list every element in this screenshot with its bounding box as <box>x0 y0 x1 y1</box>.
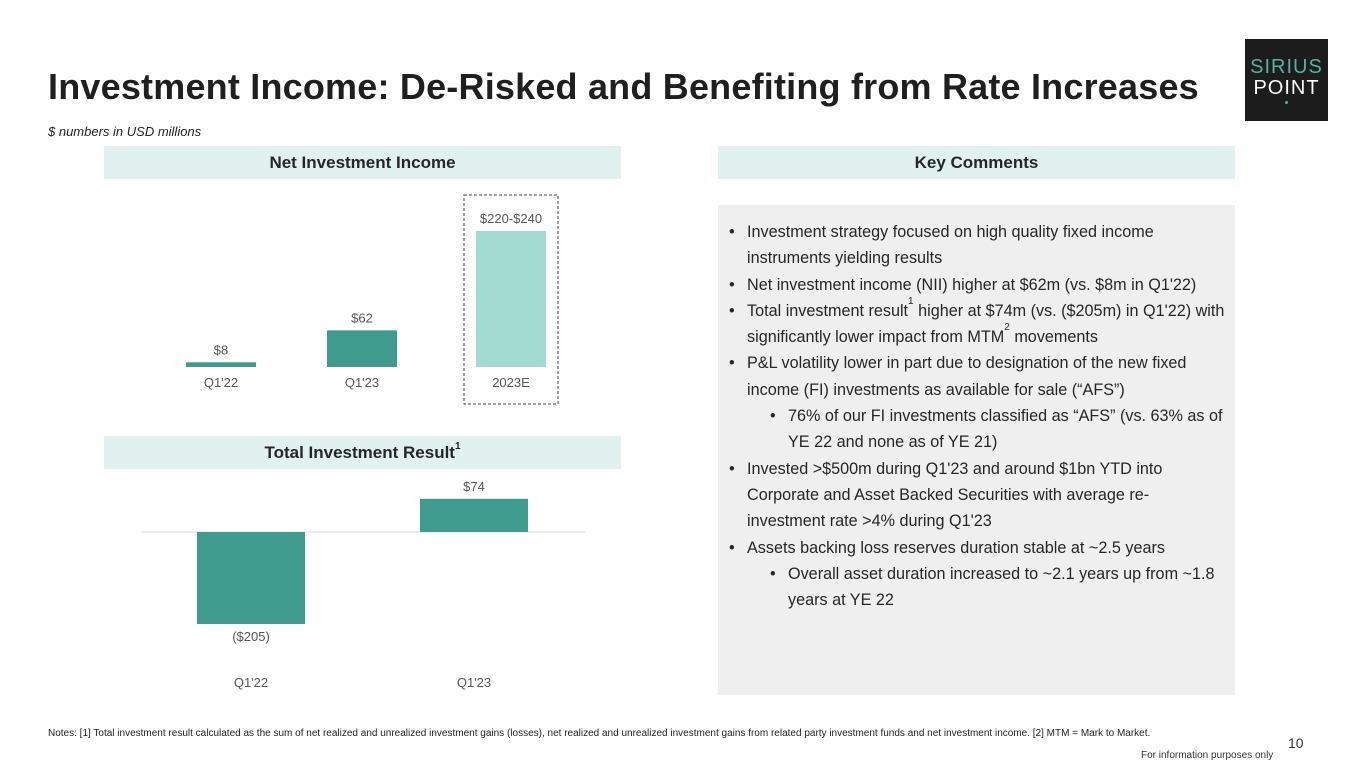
comment-text-part: movements <box>1009 328 1098 347</box>
logo-text-top: SIRIUS <box>1250 55 1323 78</box>
slide-title: Investment Income: De-Risked and Benefit… <box>48 66 1199 107</box>
bar-q1-23 <box>327 330 397 367</box>
tir-header-footnote: 1 <box>454 441 461 452</box>
logo-text-bottom: POINT <box>1253 76 1320 99</box>
key-comments-header: Key Comments <box>718 146 1235 179</box>
comment-item: Net investment income (NII) higher at $6… <box>728 272 1225 299</box>
bar-q1-22 <box>197 532 305 624</box>
bar-2023e <box>476 231 546 367</box>
comment-item: Invested >$500m during Q1'23 and around … <box>728 456 1225 535</box>
comment-subitem: 76% of our FI investments classified as … <box>769 403 1225 456</box>
tir-panel-header: Total Investment Result 1 <box>104 436 621 469</box>
tick-label-q1-22: Q1'22 <box>204 375 238 390</box>
comment-text-part: Total investment result <box>747 301 909 320</box>
data-label-q1-22: ($205) <box>232 629 270 644</box>
comment-item: P&L volatility lower in part due to desi… <box>728 350 1225 403</box>
nii-panel-header: Net Investment Income <box>104 146 621 179</box>
tir-chart-svg: ($205) Q1'22 $74 Q1'23 <box>141 479 585 690</box>
nii-chart-svg: $8 Q1'22 $62 Q1'23 $220-$240 2023E <box>186 194 559 405</box>
tir-header-label: Total Investment Result <box>264 442 455 462</box>
footnotes: Notes: [1] Total investment result calcu… <box>48 728 1151 739</box>
tick-label-q1-22: Q1'22 <box>234 675 268 690</box>
key-comments-panel: Investment strategy focused on high qual… <box>718 205 1235 695</box>
tir-chart: ($205) Q1'22 $74 Q1'23 <box>104 470 621 700</box>
comment-subitem: Overall asset duration increased to ~2.1… <box>769 561 1225 614</box>
comment-item: Assets backing loss reserves duration st… <box>728 535 1225 562</box>
bar-q1-23 <box>420 498 528 532</box>
nii-chart: $8 Q1'22 $62 Q1'23 $220-$240 2023E <box>104 190 621 410</box>
tick-label-q1-23: Q1'23 <box>345 375 379 390</box>
comment-item: Total investment result1 higher at $74m … <box>728 295 1225 351</box>
footnote-ref: 2 <box>1004 321 1010 333</box>
tick-label-q1-23: Q1'23 <box>457 675 491 690</box>
logo-dot-icon <box>1285 100 1288 104</box>
tick-label-2023e: 2023E <box>492 375 530 390</box>
bar-q1-22 <box>186 362 256 367</box>
data-label-q1-23: $74 <box>463 479 485 494</box>
estimate-highlight-box <box>463 194 559 405</box>
comment-text-part: higher at $74m (vs. ($205m) in Q1'22) wi… <box>747 301 1225 347</box>
footnote-ref: 1 <box>908 295 914 307</box>
company-logo: SIRIUS POINT <box>1245 39 1328 121</box>
units-subtitle: $ numbers in USD millions <box>48 124 202 139</box>
data-label-2023e: $220-$240 <box>480 211 542 226</box>
data-label-q1-22: $8 <box>214 342 228 357</box>
data-label-q1-23: $62 <box>351 310 373 325</box>
disclaimer: For information purposes only <box>1141 750 1274 761</box>
page-number: 10 <box>1288 735 1304 751</box>
comment-item: Investment strategy focused on high qual… <box>728 219 1225 272</box>
